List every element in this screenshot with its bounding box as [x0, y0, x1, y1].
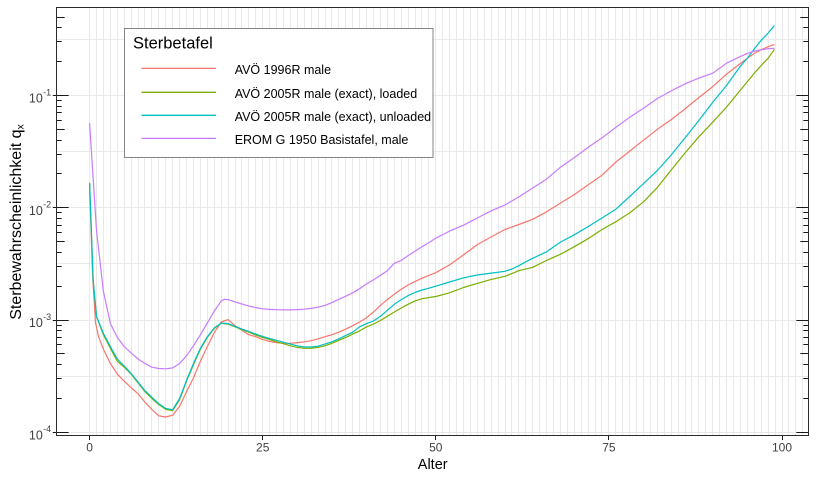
svg-text:AVÖ 2005R male (exact), loaded: AVÖ 2005R male (exact), loaded [235, 87, 418, 101]
svg-text:10: 10 [29, 204, 43, 218]
svg-text:75: 75 [602, 441, 616, 455]
svg-text:-4: -4 [43, 424, 51, 434]
svg-text:EROM G 1950 Basistafel, male: EROM G 1950 Basistafel, male [235, 133, 409, 147]
svg-text:-2: -2 [43, 200, 51, 210]
svg-text:100: 100 [772, 441, 792, 455]
svg-text:AVÖ 2005R male (exact), unload: AVÖ 2005R male (exact), unloaded [235, 110, 431, 124]
svg-text:-1: -1 [43, 87, 51, 97]
svg-text:Sterbetafel: Sterbetafel [133, 34, 213, 52]
svg-text:10: 10 [29, 92, 43, 106]
svg-text:50: 50 [429, 441, 443, 455]
svg-text:0: 0 [86, 441, 93, 455]
svg-text:25: 25 [256, 441, 270, 455]
svg-text:10: 10 [29, 429, 43, 443]
svg-text:AVÖ 1996R male: AVÖ 1996R male [235, 63, 331, 77]
svg-text:Sterbewahrscheinlichkeit qx: Sterbewahrscheinlichkeit qx [8, 123, 27, 319]
svg-text:10: 10 [29, 316, 43, 330]
svg-text:Alter: Alter [418, 457, 448, 473]
svg-text:-3: -3 [43, 312, 51, 322]
